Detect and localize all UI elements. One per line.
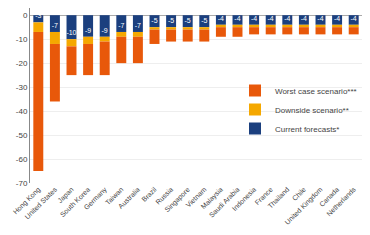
- svg-text:Current forecasts*: Current forecasts*: [275, 125, 339, 134]
- svg-text:-4: -4: [301, 15, 307, 22]
- svg-text:-10: -10: [16, 35, 28, 44]
- svg-text:-4: -4: [317, 15, 323, 22]
- svg-text:-4: -4: [218, 15, 224, 22]
- svg-text:-4: -4: [234, 15, 240, 22]
- svg-text:Vietnam: Vietnam: [184, 186, 207, 209]
- svg-text:-4: -4: [251, 15, 257, 22]
- svg-text:-40: -40: [16, 107, 28, 116]
- svg-text:Singapore: Singapore: [163, 186, 191, 214]
- svg-text:Germany: Germany: [83, 185, 109, 211]
- svg-text:-4: -4: [351, 15, 357, 22]
- svg-text:Brazil: Brazil: [140, 185, 158, 203]
- svg-text:Netherlands: Netherlands: [325, 185, 357, 217]
- svg-text:Malaysia: Malaysia: [200, 186, 225, 211]
- svg-text:-9: -9: [102, 27, 108, 34]
- svg-text:United States: United States: [23, 185, 58, 220]
- svg-text:0: 0: [23, 11, 28, 20]
- svg-text:France: France: [254, 186, 274, 206]
- svg-text:Indonesia: Indonesia: [231, 186, 257, 212]
- svg-text:-5: -5: [168, 17, 174, 24]
- svg-text:Russia: Russia: [154, 186, 174, 206]
- svg-text:Hong Kong: Hong Kong: [12, 186, 43, 217]
- svg-text:-20: -20: [16, 59, 28, 68]
- svg-text:-4: -4: [334, 15, 340, 22]
- svg-text:-5: -5: [185, 17, 191, 24]
- svg-text:-5: -5: [201, 17, 207, 24]
- svg-text:Downside scenario**: Downside scenario**: [275, 106, 349, 115]
- svg-text:Thailand: Thailand: [267, 186, 291, 210]
- svg-text:United Kingdom: United Kingdom: [284, 186, 325, 227]
- svg-text:-7: -7: [118, 22, 124, 29]
- svg-text:Japan: Japan: [56, 186, 75, 205]
- svg-text:-4: -4: [268, 15, 274, 22]
- svg-text:Australia: Australia: [117, 186, 141, 210]
- svg-text:Worst case scenario***: Worst case scenario***: [275, 87, 357, 96]
- svg-text:-3: -3: [35, 12, 41, 19]
- svg-text:-9: -9: [85, 27, 91, 34]
- svg-text:-7: -7: [135, 22, 141, 29]
- svg-text:-7: -7: [52, 22, 58, 29]
- svg-text:Taiwan: Taiwan: [104, 186, 124, 206]
- svg-text:Saudi Arabia: Saudi Arabia: [208, 186, 241, 219]
- svg-text:-5: -5: [151, 17, 157, 24]
- svg-text:South Korea: South Korea: [59, 186, 92, 219]
- svg-text:-50: -50: [16, 131, 28, 140]
- svg-text:Chile: Chile: [291, 186, 307, 202]
- svg-text:-60: -60: [16, 155, 28, 164]
- svg-text:-10: -10: [66, 29, 76, 36]
- svg-text:Canada: Canada: [318, 186, 340, 208]
- svg-text:-70: -70: [16, 179, 28, 188]
- svg-text:-30: -30: [16, 83, 28, 92]
- svg-text:-4: -4: [284, 15, 290, 22]
